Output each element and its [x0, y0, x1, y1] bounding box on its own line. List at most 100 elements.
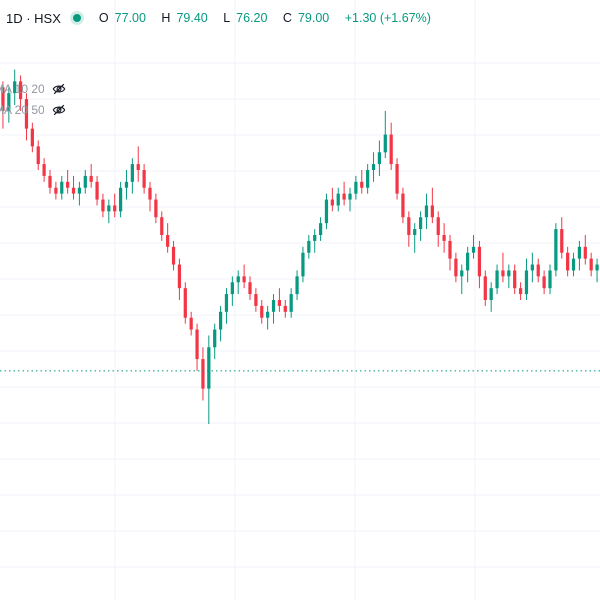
candle-body	[330, 199, 334, 206]
candle	[501, 252, 505, 283]
candle-body	[277, 300, 282, 306]
candle	[95, 175, 99, 206]
candle	[542, 270, 546, 295]
candle	[248, 276, 252, 300]
candle	[295, 270, 299, 300]
candle-body	[248, 282, 252, 295]
candle	[77, 181, 82, 206]
close-value: 79.00	[297, 11, 330, 25]
candle-body	[377, 152, 382, 165]
candle	[66, 170, 70, 194]
candle	[301, 246, 305, 283]
candle-body	[295, 276, 299, 295]
candle-body	[483, 276, 487, 300]
symbol-interval[interactable]: 1D · HSX	[6, 10, 61, 26]
candle-body	[318, 223, 323, 235]
candle-body	[101, 199, 105, 212]
candle-body	[301, 252, 305, 277]
candle-body	[289, 294, 293, 312]
indicator-row-2[interactable]: MA 20 50	[0, 101, 66, 119]
candle	[107, 199, 111, 224]
candle-body	[271, 300, 276, 312]
candle	[548, 264, 552, 295]
candle	[289, 288, 293, 318]
candle	[507, 264, 511, 289]
candle-body	[313, 235, 317, 241]
candle-body	[389, 134, 393, 165]
eye-off-icon[interactable]	[52, 103, 66, 117]
candle	[518, 282, 523, 300]
candle-body	[124, 181, 129, 188]
candle	[366, 164, 370, 194]
candle	[418, 211, 423, 241]
candle	[395, 158, 399, 200]
candle-body	[324, 199, 329, 224]
candle-body	[242, 276, 246, 283]
candle	[230, 276, 234, 306]
candle	[266, 305, 270, 330]
candle-body	[477, 246, 482, 277]
candle-body	[48, 175, 52, 188]
candle-body	[71, 187, 76, 194]
candle-body	[30, 128, 34, 147]
candle-body	[471, 246, 476, 253]
candle-body	[489, 288, 493, 300]
candle-body	[366, 170, 370, 188]
candle	[13, 69, 17, 105]
candle	[577, 240, 582, 271]
candle-body	[595, 264, 599, 271]
candle-body	[577, 246, 582, 259]
eye-off-icon[interactable]	[52, 82, 66, 96]
candle	[489, 282, 493, 312]
candle	[218, 305, 223, 342]
candle	[271, 294, 276, 324]
candle-body	[536, 264, 540, 277]
candle-body	[195, 329, 199, 360]
candle	[471, 235, 476, 259]
candle-body	[560, 229, 564, 253]
candle-body	[495, 270, 499, 289]
candle-body	[254, 294, 258, 306]
candle	[524, 258, 529, 300]
candle	[7, 87, 11, 123]
candle	[242, 264, 246, 289]
candle	[213, 323, 217, 360]
candle	[283, 300, 287, 318]
open-value: 77.00	[114, 11, 146, 25]
candle	[177, 258, 182, 300]
candle-body	[7, 93, 11, 111]
candle-body	[524, 270, 529, 295]
candle-body	[371, 164, 376, 170]
candle	[595, 258, 599, 283]
candle-body	[436, 217, 440, 235]
candle	[277, 288, 282, 312]
candle	[383, 110, 387, 159]
indicator-row-1[interactable]: MA 10 20	[0, 80, 66, 98]
candle	[589, 252, 593, 277]
candle	[389, 122, 393, 170]
candle-body	[283, 305, 287, 312]
candle-body	[207, 347, 211, 389]
candle	[430, 187, 434, 224]
candle	[207, 335, 211, 425]
candle	[60, 175, 64, 200]
candle	[336, 187, 340, 212]
candle-body	[518, 288, 523, 295]
high-value: 79.40	[176, 11, 208, 25]
candle	[183, 282, 187, 324]
low-value: 76.20	[236, 11, 268, 25]
candle	[48, 170, 52, 194]
candle-body	[118, 187, 123, 212]
candle-body	[430, 205, 434, 218]
candle-body	[395, 164, 399, 194]
candle-body	[95, 181, 99, 200]
candle-body	[513, 270, 517, 289]
candle-body	[336, 193, 340, 206]
candle	[136, 146, 140, 182]
candle-body	[171, 246, 176, 265]
candle-body	[401, 193, 405, 218]
candle	[71, 175, 76, 200]
candle	[354, 175, 358, 200]
candle	[201, 347, 205, 401]
